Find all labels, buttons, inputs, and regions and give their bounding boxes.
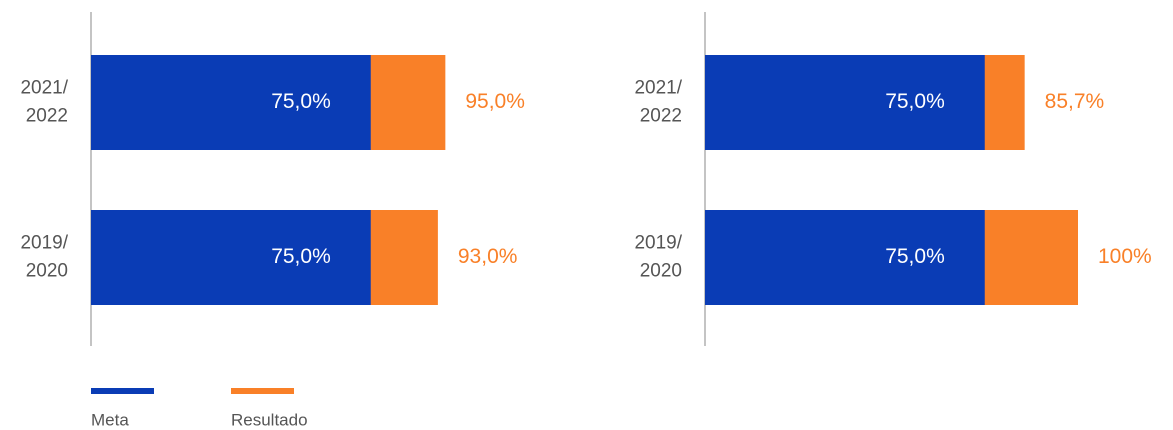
- category-label: 2022: [26, 106, 68, 127]
- target-label: 75,0%: [271, 90, 331, 113]
- category-label: 2020: [640, 261, 682, 282]
- legend-swatch: [231, 388, 294, 394]
- target-bar: [705, 55, 985, 150]
- category-label: 2019/: [20, 233, 68, 254]
- legend-label: Resultado: [231, 410, 308, 429]
- legend-swatch: [91, 388, 154, 394]
- target-label: 75,0%: [271, 245, 331, 268]
- result-label: 95,0%: [465, 90, 525, 113]
- target-bar: [91, 210, 371, 305]
- target-bar: [705, 210, 985, 305]
- category-label: 2021/: [634, 78, 682, 99]
- target-label: 75,0%: [885, 90, 945, 113]
- category-label: 2020: [26, 261, 68, 282]
- category-label: 2019/: [634, 233, 682, 254]
- target-bar: [91, 55, 371, 150]
- target-label: 75,0%: [885, 245, 945, 268]
- result-label: 93,0%: [458, 245, 518, 268]
- legend-label: Meta: [91, 410, 129, 429]
- result-label: 85,7%: [1045, 90, 1105, 113]
- category-label: 2022: [640, 106, 682, 127]
- result-label: 100%: [1098, 245, 1152, 268]
- category-label: 2021/: [20, 78, 68, 99]
